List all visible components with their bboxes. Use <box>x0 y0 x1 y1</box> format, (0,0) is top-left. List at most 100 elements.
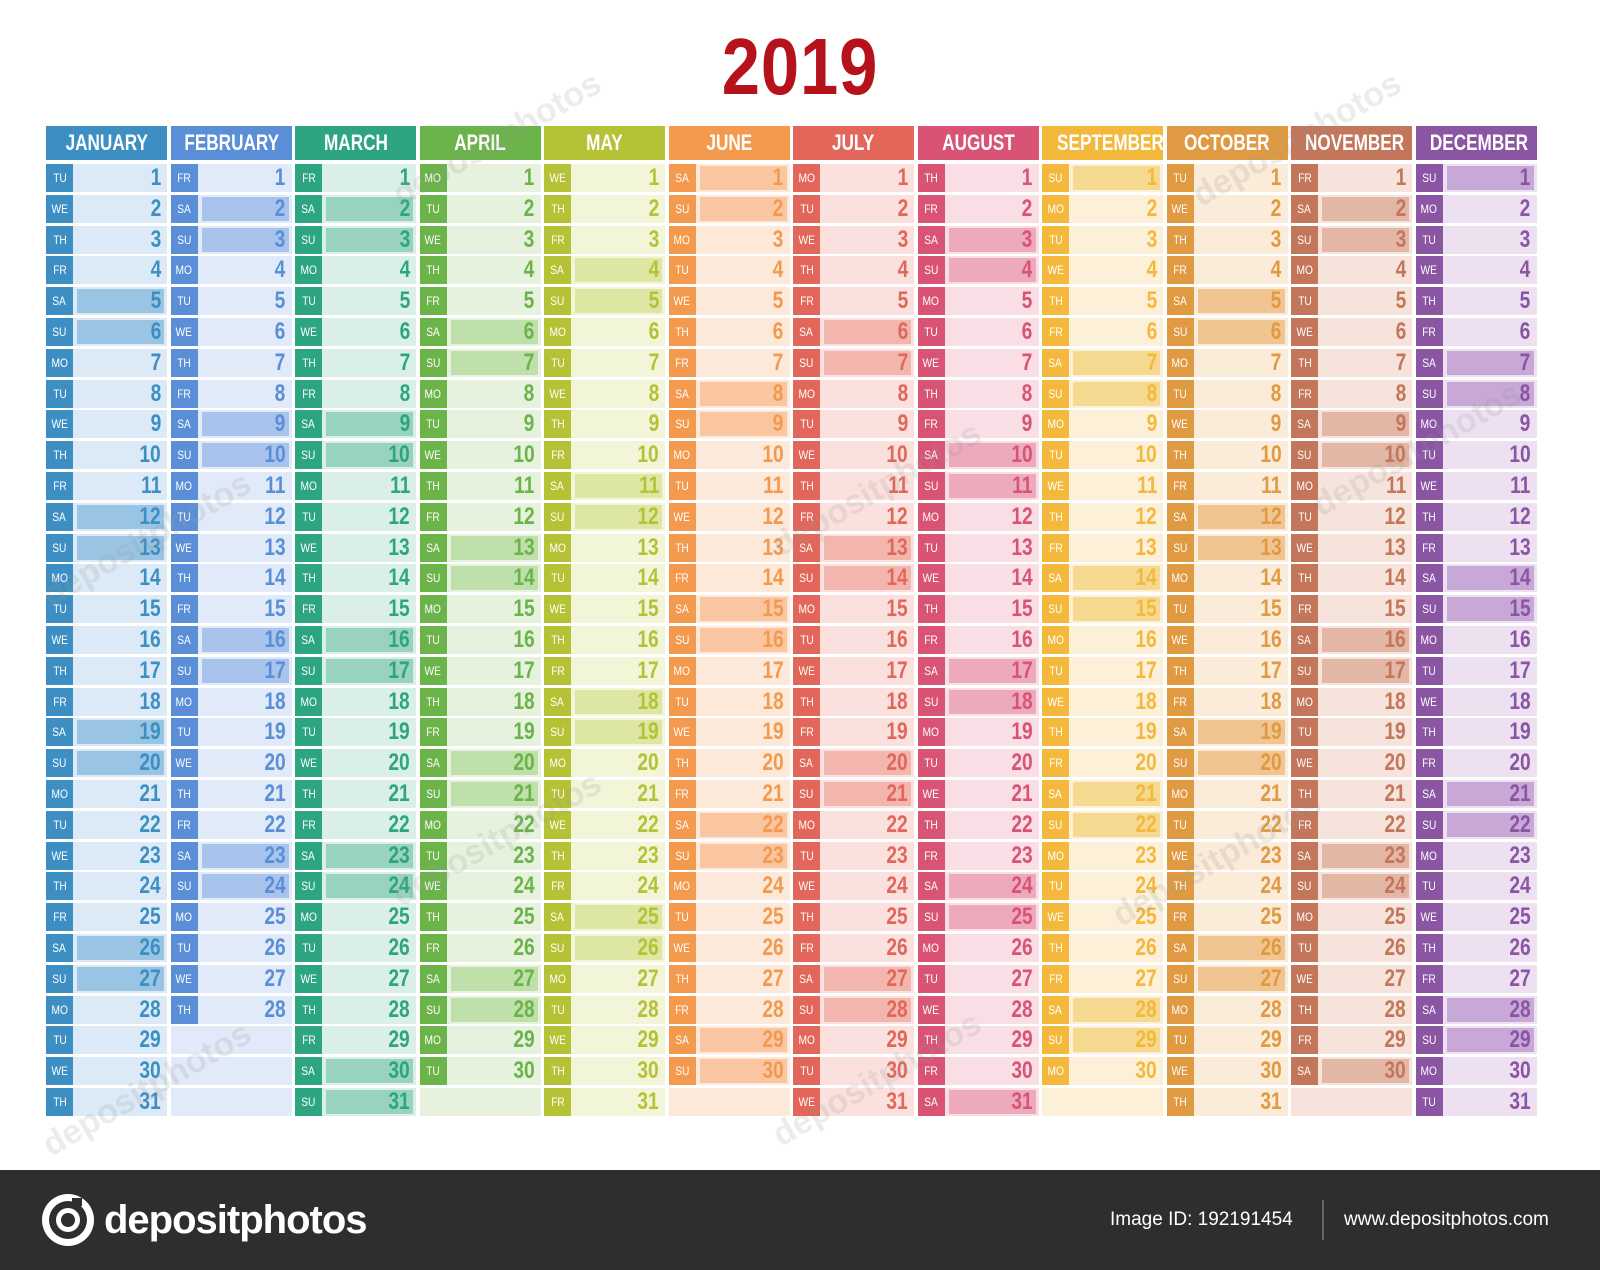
weekday-label: MO <box>793 164 820 192</box>
day-row: TU 29 <box>1166 1026 1288 1055</box>
day-number: 28 <box>388 995 410 1023</box>
day-row: WE 4 <box>1415 256 1537 285</box>
weekday-label: MO <box>544 533 571 562</box>
day-row: SU 28 <box>793 995 914 1024</box>
day-number: 27 <box>886 964 908 992</box>
weekday-label: TH <box>46 1088 73 1116</box>
weekday-label: MO <box>46 348 73 377</box>
weekday-label: MO <box>917 718 945 747</box>
day-number: 28 <box>1011 995 1033 1023</box>
weekday-label: TU <box>1166 1026 1194 1055</box>
day-row: MO 13 <box>544 533 665 562</box>
day-row: TU 28 <box>544 995 665 1024</box>
day-number: 14 <box>264 564 286 592</box>
day-number: 25 <box>388 903 410 931</box>
day-row: TU 1 <box>1166 164 1288 192</box>
day-row: MO 7 <box>46 348 167 377</box>
day-row: SU 8 <box>1415 379 1537 408</box>
weekend-highlight <box>77 320 164 344</box>
day-number: 2 <box>523 194 535 222</box>
month-name: JUNE <box>706 130 752 155</box>
day-number: 7 <box>897 348 908 376</box>
weekday-label: SA <box>1166 502 1194 531</box>
day-number: 11 <box>140 472 161 499</box>
weekday-label: MO <box>793 595 820 624</box>
day-row: MO 6 <box>544 318 665 346</box>
day-row: FR 15 <box>295 595 416 624</box>
weekday-label: TH <box>793 903 820 932</box>
day-number: 4 <box>1270 256 1282 284</box>
day-row: MO 23 <box>1042 841 1163 870</box>
day-row: TU 7 <box>544 348 665 377</box>
day-number: 28 <box>513 995 535 1023</box>
day-number: 27 <box>1135 964 1157 992</box>
weekday-label: SU <box>1042 164 1069 192</box>
day-row: TH 20 <box>668 749 790 778</box>
weekday-label: TH <box>544 841 571 870</box>
day-number: 6 <box>897 318 908 345</box>
weekday-label: TU <box>1415 225 1443 254</box>
empty-cell <box>419 1088 541 1116</box>
day-row: SU 29 <box>1415 1026 1537 1055</box>
day-number: 16 <box>139 626 161 653</box>
day-number: 4 <box>1395 256 1406 284</box>
day-row: SA 28 <box>1042 995 1163 1024</box>
month-column-september: SEPTEMBER SU 1 MO 2 TU 3 WE 4 TH 5 FR 6 SA 7 SU 8 MO 9 TU 10… <box>1042 126 1164 1136</box>
weekday-label: FR <box>544 441 571 470</box>
day-row: TH 10 <box>1166 441 1288 470</box>
day-row: MO 18 <box>170 687 292 716</box>
weekend-highlight <box>201 843 289 868</box>
day-row: FR 15 <box>1291 595 1412 624</box>
day-number: 6 <box>648 318 659 345</box>
day-row: FR 20 <box>1415 749 1537 778</box>
weekday-label: MO <box>793 810 820 839</box>
day-row: TU 27 <box>917 964 1039 993</box>
weekday-label: SA <box>1291 194 1318 223</box>
day-number: 19 <box>1260 718 1282 746</box>
day-row: SA 13 <box>419 533 541 562</box>
day-number: 29 <box>139 1026 161 1054</box>
day-row: SU 10 <box>170 441 292 470</box>
weekday-label: TU <box>1166 379 1194 408</box>
day-number: 26 <box>388 934 410 961</box>
day-number: 2 <box>1146 194 1157 222</box>
weekday-label: SU <box>793 995 820 1024</box>
day-number: 9 <box>150 410 161 438</box>
month-column-february: FEBRUARY FR 1 SA 2 SU 3 MO 4 TU 5 WE 6 TH 7 FR 8 SA 9 SU 10 M… <box>170 126 292 1136</box>
day-row: TH 1 <box>917 164 1039 192</box>
weekday-label: WE <box>419 872 447 901</box>
weekday-label: SU <box>668 626 696 654</box>
day-number: 11 <box>887 472 908 499</box>
day-row: FR 26 <box>419 934 541 962</box>
day-number: 28 <box>762 995 784 1023</box>
day-row: TH 26 <box>1415 934 1537 962</box>
weekday-label: MO <box>544 749 571 778</box>
day-row: SA 12 <box>1166 502 1288 531</box>
month-column-august: AUGUST TH 1 FR 2 SA 3 SU 4 MO 5 TU 6 WE 7 TH 8 FR 9 SA 10 SU 1… <box>917 126 1039 1136</box>
day-row: SU 31 <box>295 1088 416 1116</box>
day-number: 22 <box>1509 810 1531 838</box>
weekday-label: FR <box>1415 964 1443 993</box>
weekday-label: WE <box>170 318 198 346</box>
day-number: 11 <box>1261 472 1282 499</box>
site-url[interactable]: www.depositphotos.com <box>1344 1209 1549 1230</box>
weekday-label: WE <box>295 749 322 778</box>
day-number: 7 <box>274 348 286 376</box>
day-number: 27 <box>513 964 535 992</box>
day-row: FR 22 <box>170 810 292 839</box>
month-name: MAY <box>586 130 623 155</box>
day-number: 27 <box>1260 964 1282 992</box>
weekday-label: FR <box>170 379 198 408</box>
weekday-label: SU <box>793 348 820 377</box>
day-number: 16 <box>388 626 410 653</box>
month-name: MARCH <box>323 130 388 155</box>
day-row: FR 14 <box>668 564 790 593</box>
day-row: WE 1 <box>544 164 665 192</box>
day-row: SA 22 <box>668 810 790 839</box>
day-row: SU 1 <box>1415 164 1537 192</box>
weekend-highlight <box>575 289 662 314</box>
weekday-label: SU <box>1166 533 1194 562</box>
day-row: TH 15 <box>917 595 1039 624</box>
day-number: 30 <box>513 1057 535 1085</box>
weekday-label: TU <box>419 410 447 439</box>
